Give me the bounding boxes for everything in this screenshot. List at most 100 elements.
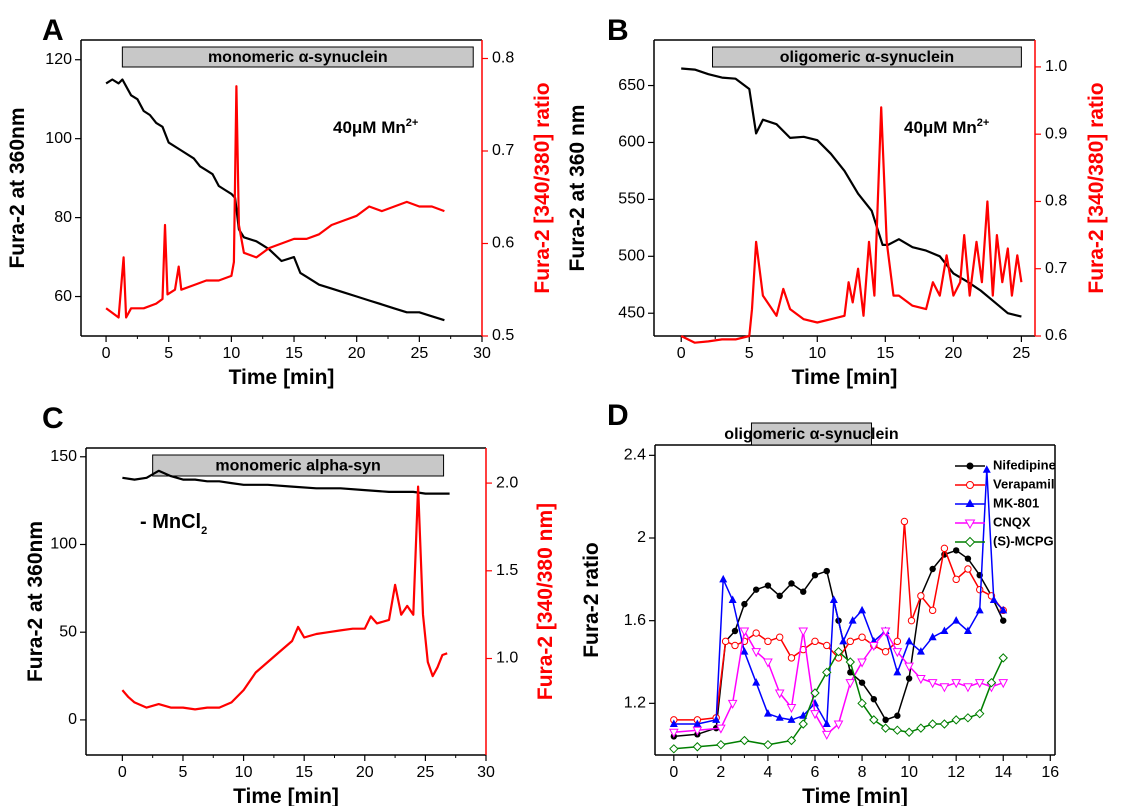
panel-d-series-0-point — [776, 592, 783, 600]
panel-d-series-1-point — [721, 637, 730, 646]
panel-d-series-1-point — [846, 637, 854, 646]
panel-b-x-tick-label: 10 — [808, 345, 826, 362]
panel-d-series-3-point — [857, 658, 867, 668]
panel-d-series-4-point — [869, 715, 879, 725]
panel-d-series-1-point — [787, 654, 796, 662]
panel-b-series-0-line — [681, 67, 1022, 318]
legend-marker-0 — [966, 462, 974, 470]
panel-c-x-tick-label: 30 — [477, 764, 495, 781]
panel-d-series-4-point — [822, 667, 832, 678]
panel-d-series-2-point — [719, 574, 728, 583]
legend-marker-3 — [964, 519, 976, 530]
panel-d-series-2-line — [673, 469, 1004, 725]
panel-d-series-2-point — [848, 616, 857, 624]
panel-d-series-3-point — [927, 679, 938, 689]
panel-d-series-3-point — [821, 730, 832, 740]
panel-b-letter: B — [607, 14, 629, 47]
panel-d-series-3-point — [739, 627, 750, 637]
legend-marker-4 — [964, 536, 976, 548]
panel-d-series-4-point — [963, 713, 973, 723]
panel-d-series-0-point — [752, 586, 760, 593]
panel-b-x-tick-label: 20 — [944, 345, 962, 362]
panel-d-series-1-point — [858, 633, 866, 641]
panel-c-y-right-tick-label: 2.0 — [496, 474, 518, 491]
panel-d-series-0-point — [929, 565, 936, 573]
panel-d-y-tick-label: 1.6 — [624, 612, 646, 629]
legend-label-2: MK-801 — [993, 495, 1039, 510]
panel-d-series-2-point — [693, 719, 702, 727]
panel-d-series-1-point — [952, 575, 960, 584]
panel-d-series-4-point — [786, 735, 797, 746]
panel-a-letter: A — [42, 14, 64, 47]
panel-d-series-2-point — [829, 595, 838, 603]
panel-d-series-0-point — [764, 582, 772, 589]
panel-b-banner-label: oligomeric α-synuclein — [780, 49, 954, 66]
panel-d-series-4-point — [798, 719, 808, 729]
panel-d-series-2-point — [928, 632, 937, 641]
panel-d-series-1-point — [731, 641, 739, 650]
panel-b-y-right-tick-label: 0.8 — [1045, 193, 1067, 210]
panel-d-series-0-point — [905, 675, 913, 682]
panel-b-y-right-tick-label: 1.0 — [1045, 58, 1067, 75]
panel-d-series-2-point — [975, 605, 984, 614]
panel-d-x-tick-label: 16 — [1041, 764, 1059, 781]
panel-c-y-right-label: Fura-2 [340/380 nm] — [534, 503, 557, 700]
panel-d-series-1-point — [964, 565, 972, 573]
panel-d-x-tick-label: 12 — [947, 764, 965, 781]
panel-d-series-0-point — [870, 696, 878, 703]
panel-d-series-3-point — [786, 703, 797, 714]
panel-c-series-0-line — [122, 469, 450, 495]
panel-c-y-tick-label: 100 — [50, 536, 77, 553]
panel-d-y-tick-label: 2 — [637, 529, 646, 546]
panel-d-banner — [750, 422, 872, 446]
panel-d-series-4-point — [810, 688, 820, 698]
panel-c-letter: C — [42, 402, 64, 435]
panel-a-banner — [121, 46, 474, 68]
panel-d-series-1-point — [811, 637, 819, 646]
panel-d-series-4-point — [974, 708, 985, 719]
panel-d-series-3-point — [833, 720, 844, 730]
panel-d-series-4-point — [939, 719, 950, 729]
panel-d-series-3-point — [880, 627, 891, 637]
panel-c-annotation-text: - MnCl — [140, 511, 201, 533]
panel-d-x-tick-label: 4 — [763, 764, 772, 781]
panel-d-series-3-point — [892, 648, 903, 658]
panel-d-series-4-point — [951, 715, 961, 725]
panel-d-letter: D — [607, 399, 629, 432]
panel-a-series-0-line — [105, 78, 445, 322]
panel-d-series-1-point — [917, 592, 925, 600]
panel-a-annotation: 40μM Mn2+ — [333, 117, 418, 137]
panel-d-series-4-point — [986, 677, 997, 688]
legend-marker-2 — [965, 499, 975, 507]
panel-d-series-4-point — [763, 739, 773, 750]
legend-label-3: CNQX — [993, 514, 1031, 529]
panel-a-y-right-tick-label: 0.5 — [492, 327, 514, 344]
panel-d-series-4-point — [739, 735, 750, 746]
panel-d-series-2-point — [763, 709, 772, 717]
panel-d-series-4-point — [833, 646, 844, 657]
panel-d-series-1-point — [907, 616, 916, 625]
panel-d-series-3-point — [810, 710, 820, 720]
panel-b-y-right-tick-label: 0.6 — [1045, 327, 1067, 344]
panel-d-series-3-point — [845, 679, 856, 689]
panel-d-series-2-point — [839, 636, 848, 645]
panel-a-annotation-script: 2+ — [406, 117, 419, 129]
panel-c-x-tick-label: 0 — [118, 764, 127, 781]
panel-b-x-label: Time [min] — [792, 366, 898, 389]
panel-d-x-tick-label: 8 — [858, 764, 867, 781]
panel-d-y-tick-label: 2.4 — [624, 447, 646, 464]
panel-b-y-right-tick-label: 0.9 — [1045, 125, 1067, 142]
panel-d-series-1-point — [976, 585, 984, 594]
panel-a-x-tick-label: 15 — [285, 345, 303, 362]
panel-a-series-1-line — [105, 85, 445, 319]
panel-a-x-tick-label: 25 — [410, 345, 428, 362]
panel-b-x-tick-label: 25 — [1012, 345, 1030, 362]
panel-d-y-label: Fura-2 ratio — [580, 542, 603, 658]
panel-b-y-tick-label: 650 — [618, 77, 645, 94]
panel-b-annotation-text: 40μM Mn — [904, 118, 977, 137]
panel-d-series-0-point — [811, 572, 819, 579]
panel-d-series-1-point — [752, 629, 760, 637]
panel-d-series-3-point — [939, 683, 950, 693]
panel-d-series-3-point — [963, 683, 973, 693]
panel-d-series-3-point — [763, 658, 773, 668]
